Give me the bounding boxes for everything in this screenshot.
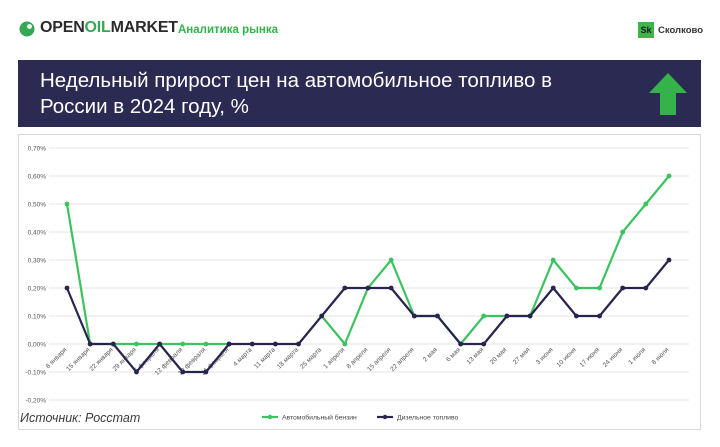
- skolkovo-label: Сколково: [658, 24, 704, 36]
- title-banner: Недельный прирост цен на автомобильное т…: [18, 60, 701, 127]
- data-point: [666, 257, 672, 263]
- data-point: [365, 285, 371, 291]
- chart-frame: 0,70% 0,60% 0,50% 0,40% 0,30% 0,20% 0,10% 0,00%…: [18, 134, 701, 430]
- data-point: [226, 341, 232, 347]
- x-tick-label: 1 июля: [627, 346, 647, 366]
- x-tick-label: 3 июня: [535, 346, 555, 366]
- data-point: [666, 173, 672, 179]
- y-tick-label: -0,20%: [25, 398, 46, 405]
- arrow-up-icon: [649, 73, 687, 115]
- data-point: [342, 341, 348, 347]
- data-point: [643, 285, 649, 291]
- data-point: [458, 341, 464, 347]
- x-tick-label: 17 июня: [579, 346, 602, 369]
- y-tick-label: 0,50%: [28, 202, 47, 209]
- data-point: [620, 285, 626, 291]
- skolkovo-logo[interactable]: Sk Сколково: [638, 22, 703, 38]
- data-point: [134, 341, 139, 347]
- data-point: [342, 285, 348, 291]
- legend-swatch-point: [267, 414, 273, 420]
- data-point: [435, 313, 440, 319]
- data-point: [180, 341, 186, 347]
- y-tick-label: 0,10%: [28, 314, 47, 321]
- data-point: [157, 341, 163, 347]
- series-line: [65, 203, 230, 346]
- x-tick-label: 22 января: [88, 346, 115, 373]
- data-point: [573, 313, 579, 319]
- x-tick-label: 4 марта: [232, 346, 254, 368]
- x-tick-label: 1 апреля: [322, 346, 346, 370]
- data-point: [643, 201, 649, 207]
- skolkovo-mark: Sk: [638, 22, 654, 38]
- x-tick-label: 13 мая: [466, 346, 486, 366]
- y-tick-label: -0,10%: [25, 370, 46, 377]
- x-tick-label: 20 мая: [489, 346, 509, 366]
- y-tick-label: 0,40%: [28, 230, 47, 237]
- header: OPENOILMARKET Аналитика рынка Sk Сколков…: [0, 0, 720, 58]
- data-point: [296, 341, 301, 347]
- x-tick-label: 18 марта: [276, 346, 300, 370]
- x-tick-label: 24 июня: [602, 346, 625, 369]
- data-point: [64, 285, 70, 291]
- data-point: [134, 369, 139, 375]
- x-tick-label: 27 мая: [512, 346, 532, 366]
- y-tick-label: 0,60%: [28, 174, 47, 181]
- data-point: [550, 285, 556, 291]
- legend-swatch-point: [382, 414, 388, 420]
- x-tick-label: 11 марта: [253, 346, 277, 370]
- tagline: Аналитика рынка: [178, 24, 279, 36]
- y-tick-label: 0,30%: [28, 258, 47, 265]
- data-point: [249, 341, 255, 347]
- data-point: [481, 313, 487, 319]
- data-point: [620, 229, 626, 235]
- page-title: Недельный прирост цен на автомобильное т…: [40, 69, 552, 118]
- source-note: Источник: Росстат: [20, 411, 141, 425]
- data-point: [527, 313, 533, 319]
- x-tick-label: 2 мая: [422, 346, 439, 363]
- legend-label: Автомобильный бензин: [282, 414, 357, 422]
- y-tick-label: 0,00%: [28, 342, 47, 349]
- x-tick-label: 25 марта: [299, 346, 323, 370]
- openoilmarket-logo[interactable]: OPENOILMARKET: [18, 19, 178, 37]
- legend-label: Дизельное топливо: [397, 415, 458, 422]
- data-point: [319, 313, 325, 319]
- series-line: [320, 175, 670, 346]
- data-point: [180, 369, 186, 375]
- data-point: [573, 285, 579, 291]
- y-tick-label: 0,70%: [28, 146, 47, 153]
- x-tick-label: 10 июня: [555, 346, 578, 369]
- x-tick-label: 8 июля: [651, 346, 671, 366]
- data-point: [597, 313, 602, 319]
- x-tick-label: 6 мая: [445, 346, 462, 363]
- data-point: [203, 341, 209, 347]
- data-point: [550, 257, 556, 263]
- x-tick-label: 15 января: [65, 346, 92, 373]
- data-point: [110, 341, 116, 347]
- logo-text: OPENOILMARKET: [40, 19, 178, 36]
- data-point: [388, 257, 394, 263]
- data-point: [481, 341, 487, 347]
- x-tick-label: 22 апреля: [389, 346, 416, 373]
- y-tick-label: 0,20%: [28, 286, 47, 293]
- data-point: [411, 313, 417, 319]
- data-point: [504, 313, 510, 319]
- data-point: [597, 285, 602, 291]
- data-point: [64, 201, 70, 207]
- data-point: [87, 341, 93, 347]
- oil-drop-icon: [19, 21, 35, 37]
- data-point: [388, 285, 394, 291]
- data-point: [272, 341, 278, 347]
- line-chart: 0,70% 0,60% 0,50% 0,40% 0,30% 0,20% 0,10% 0,00%…: [25, 146, 689, 422]
- data-point: [203, 369, 209, 375]
